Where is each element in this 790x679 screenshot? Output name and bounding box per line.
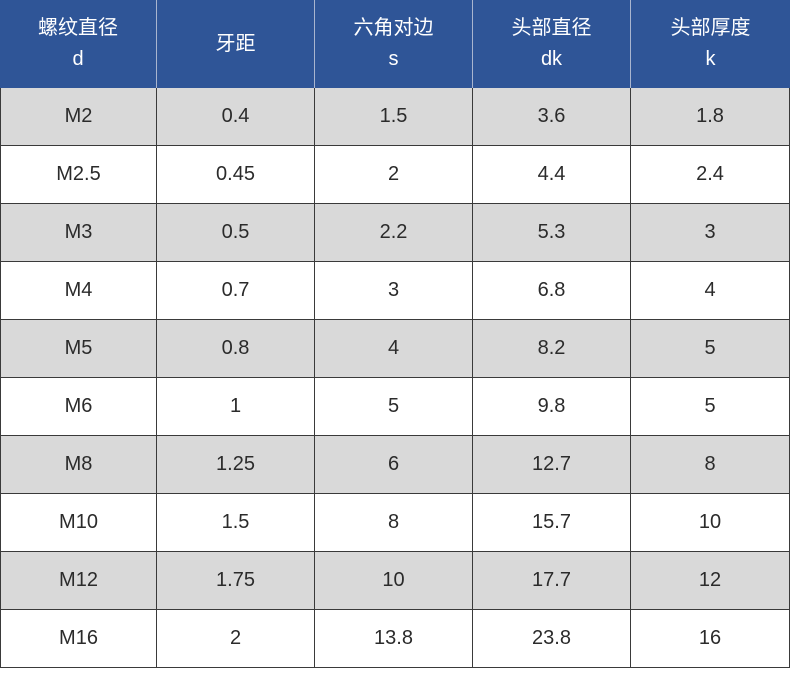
table-cell: 0.5: [157, 204, 315, 262]
table-cell: 3: [631, 204, 790, 262]
table-cell: 8: [631, 436, 790, 494]
table-cell: 5.3: [473, 204, 631, 262]
table-cell: 12: [631, 552, 790, 610]
table-cell: 10: [631, 494, 790, 552]
table-cell: 5: [631, 320, 790, 378]
table-cell: 8.2: [473, 320, 631, 378]
column-header-symbol: dk: [540, 48, 563, 70]
thread-size-cell: M12: [0, 552, 157, 610]
table-cell: 8: [315, 494, 473, 552]
column-header-symbol: d: [72, 48, 84, 70]
table-cell: 1.75: [157, 552, 315, 610]
table-cell: 1.8: [631, 88, 790, 146]
table-cell: 0.8: [157, 320, 315, 378]
column-header-label: 牙距: [215, 32, 256, 55]
column-header: 螺纹直径 d: [0, 0, 157, 88]
table-cell: 5: [631, 378, 790, 436]
table-cell: 13.8: [315, 610, 473, 668]
table-cell: 2.2: [315, 204, 473, 262]
column-header: 牙距: [157, 0, 315, 88]
table-cell: 6.8: [473, 262, 631, 320]
table-cell: 3.6: [473, 88, 631, 146]
table-cell: 1.5: [157, 494, 315, 552]
table-cell: 1.5: [315, 88, 473, 146]
thread-size-cell: M2: [0, 88, 157, 146]
column-header: 头部厚度 k: [631, 0, 790, 88]
table-cell: 1: [157, 378, 315, 436]
table-cell: 2: [315, 146, 473, 204]
table-cell: 1.25: [157, 436, 315, 494]
table-cell: 10: [315, 552, 473, 610]
table-cell: 5: [315, 378, 473, 436]
table-cell: 6: [315, 436, 473, 494]
thread-size-cell: M16: [0, 610, 157, 668]
table-cell: 16: [631, 610, 790, 668]
table-cell: 2: [157, 610, 315, 668]
column-header-label: 头部厚度: [670, 17, 751, 39]
thread-size-cell: M3: [0, 204, 157, 262]
table-cell: 15.7: [473, 494, 631, 552]
table-cell: 23.8: [473, 610, 631, 668]
column-header-symbol: s: [388, 48, 399, 70]
thread-size-cell: M10: [0, 494, 157, 552]
column-header: 六角对边 s: [315, 0, 473, 88]
table-cell: 2.4: [631, 146, 790, 204]
table-cell: 12.7: [473, 436, 631, 494]
table-cell: 4: [315, 320, 473, 378]
thread-size-cell: M6: [0, 378, 157, 436]
thread-size-cell: M2.5: [0, 146, 157, 204]
table-cell: 9.8: [473, 378, 631, 436]
table-cell: 3: [315, 262, 473, 320]
table-cell: 0.7: [157, 262, 315, 320]
table-cell: 4.4: [473, 146, 631, 204]
table-cell: 0.4: [157, 88, 315, 146]
column-header-symbol: k: [705, 48, 716, 70]
thread-size-cell: M4: [0, 262, 157, 320]
table-cell: 4: [631, 262, 790, 320]
thread-size-cell: M5: [0, 320, 157, 378]
table-cell: 0.45: [157, 146, 315, 204]
thread-size-cell: M8: [0, 436, 157, 494]
column-header-label: 六角对边: [353, 17, 434, 39]
column-header: 头部直径 dk: [473, 0, 631, 88]
column-header-label: 头部直径: [511, 17, 592, 39]
column-header-label: 螺纹直径: [38, 17, 118, 39]
table-cell: 17.7: [473, 552, 631, 610]
